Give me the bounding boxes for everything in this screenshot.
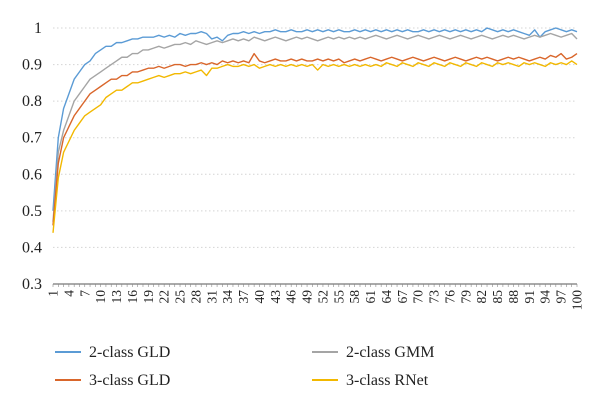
axes [52, 283, 578, 287]
y-tick-label: 0.4 [22, 239, 42, 256]
x-tick-label: 4 [61, 290, 76, 297]
x-tick-label: 49 [300, 290, 315, 304]
y-tick-label: 0.8 [22, 93, 42, 110]
x-tick-label: 76 [442, 290, 457, 304]
x-axis-ticks: 1 4 7 10 13 16 19 22 25 28 31 34 37 40 43 46 49 52 55 58 61 6… [46, 290, 585, 311]
x-tick-label: 52 [315, 290, 330, 304]
y-axis-ticks: 0.3 0.4 0.5 0.6 0.7 0.8 0.9 1 [22, 20, 42, 293]
x-tick-label: 37 [236, 290, 251, 304]
x-tick-label: 13 [109, 290, 124, 304]
x-tick-label: 10 [93, 290, 108, 304]
series-line-3-class-rnet [52, 60, 578, 233]
x-tick-label: 61 [363, 290, 378, 304]
y-tick-label: 0.9 [22, 57, 42, 74]
x-tick-label: 73 [427, 290, 442, 304]
x-tick-label: 34 [220, 290, 235, 304]
x-tick-label: 31 [204, 290, 219, 304]
x-tick-label: 67 [395, 290, 410, 304]
series-lines [52, 27, 578, 233]
x-tick-label: 22 [157, 290, 172, 304]
x-tick-label: 28 [188, 290, 203, 304]
x-tick-label: 82 [474, 290, 489, 304]
x-tick-label: 55 [331, 290, 346, 304]
x-tick-label: 70 [411, 290, 426, 304]
x-tick-label: 88 [506, 290, 521, 304]
y-tick-label: 1 [34, 20, 42, 37]
legend-label: 2-class GMM [346, 344, 434, 361]
series-line-2-class-gld [52, 27, 578, 211]
x-tick-label: 85 [490, 290, 505, 304]
legend-label: 3-class GLD [89, 372, 170, 389]
x-tick-label: 16 [125, 290, 140, 304]
x-tick-label: 97 [554, 290, 569, 304]
legend: 2-class GLD 2-class GMM 3-class GLD 3-class… [55, 344, 434, 389]
legend-label: 3-class RNet [346, 372, 429, 389]
x-tick-label: 46 [284, 290, 299, 304]
x-tick-label: 100 [570, 290, 585, 311]
x-tick-label: 94 [538, 290, 553, 304]
x-tick-label: 25 [173, 290, 188, 304]
grid [53, 27, 577, 248]
x-tick-label: 43 [268, 290, 283, 304]
y-tick-label: 0.6 [22, 166, 42, 183]
y-tick-label: 0.7 [22, 130, 42, 147]
x-tick-label: 1 [46, 290, 61, 297]
x-tick-label: 79 [458, 290, 473, 304]
x-tick-label: 19 [141, 290, 156, 304]
x-tick-label: 58 [347, 290, 362, 304]
x-tick-label: 7 [77, 290, 92, 297]
x-tick-label: 64 [379, 290, 394, 304]
y-tick-label: 0.5 [22, 203, 42, 220]
series-line-3-class-gld [52, 52, 578, 226]
x-tick-label: 40 [252, 290, 267, 304]
legend-label: 2-class GLD [89, 344, 170, 361]
y-tick-label: 0.3 [22, 276, 42, 293]
series-line-2-class-gmm [52, 32, 578, 222]
x-tick-label: 91 [522, 290, 537, 304]
